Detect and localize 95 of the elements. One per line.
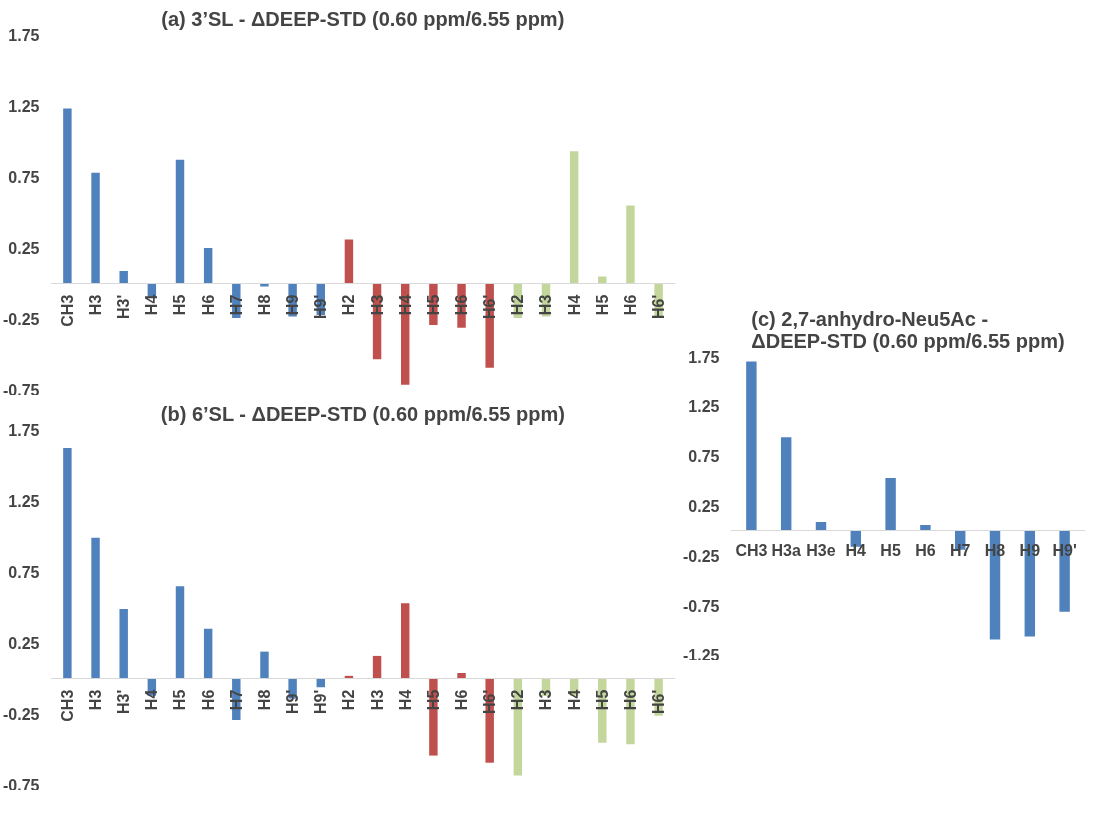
x-tick-label: H5 bbox=[880, 541, 901, 559]
x-tick-label: H4 bbox=[565, 294, 583, 316]
x-tick-label: H3 bbox=[87, 294, 105, 316]
bar bbox=[260, 651, 269, 679]
x-tick-label: H6' bbox=[481, 689, 499, 714]
chart-title: (a) 3’SL - ΔDEEP-STD (0.60 ppm/6.55 ppm) bbox=[161, 7, 565, 30]
y-tick-label: -0.75 bbox=[3, 776, 40, 794]
x-tick-label: CH3 bbox=[735, 541, 768, 559]
y-tick-label: 1.25 bbox=[8, 97, 40, 115]
y-tick-label: 0.25 bbox=[8, 240, 40, 258]
y-tick-label: 1.75 bbox=[688, 348, 720, 366]
y-tick-label: 0.25 bbox=[688, 498, 720, 515]
x-tick-label: H3' bbox=[115, 689, 133, 714]
x-tick-label: H3a bbox=[771, 541, 801, 559]
bar bbox=[203, 248, 213, 284]
bar bbox=[175, 586, 185, 679]
x-tick-label: H3' bbox=[115, 294, 133, 319]
y-tick-label: 1.25 bbox=[688, 398, 720, 416]
bar bbox=[63, 108, 72, 284]
y-tick-label: 0.75 bbox=[8, 168, 40, 186]
y-tick-label: 1.25 bbox=[8, 492, 40, 510]
x-tick-label: H6 bbox=[453, 294, 471, 316]
x-tick-label: H5 bbox=[424, 689, 442, 711]
x-tick-label: H5 bbox=[171, 689, 189, 711]
x-tick-label: H5 bbox=[593, 294, 611, 316]
x-tick-label: H2 bbox=[509, 294, 527, 316]
x-tick-label: H3e bbox=[806, 541, 836, 559]
bar bbox=[401, 603, 410, 679]
bar bbox=[260, 283, 269, 287]
x-tick-label: H7 bbox=[227, 689, 245, 711]
bar bbox=[91, 172, 100, 284]
x-tick-label: H3 bbox=[537, 294, 555, 316]
chart-title: (b) 6’SL - ΔDEEP-STD (0.60 ppm/6.55 ppm) bbox=[160, 402, 565, 425]
bar bbox=[598, 276, 607, 284]
y-tick-label: -0.75 bbox=[683, 597, 720, 615]
bar bbox=[780, 437, 792, 531]
x-tick-label: H4 bbox=[143, 689, 161, 711]
bar bbox=[119, 270, 128, 284]
x-tick-label: H6 bbox=[199, 294, 217, 316]
x-tick-label: H9' bbox=[284, 689, 302, 714]
bar bbox=[746, 361, 757, 531]
x-tick-label: H2 bbox=[340, 689, 358, 711]
x-tick-label: H6' bbox=[481, 294, 499, 319]
x-tick-label: H8 bbox=[255, 689, 273, 711]
x-tick-label: H2 bbox=[509, 689, 527, 711]
bar bbox=[344, 239, 354, 284]
x-tick-label: H5 bbox=[171, 294, 189, 316]
x-tick-label: H4 bbox=[845, 541, 867, 559]
bar bbox=[457, 673, 466, 679]
y-tick-label: 1.75 bbox=[8, 26, 40, 44]
x-tick-label: H7 bbox=[949, 541, 971, 559]
bar bbox=[885, 478, 896, 531]
x-tick-label: CH3 bbox=[58, 294, 76, 327]
bar bbox=[569, 151, 579, 284]
x-tick-label: H9' bbox=[312, 689, 330, 714]
y-tick-label: -0.25 bbox=[683, 547, 720, 565]
x-tick-label: H3 bbox=[368, 294, 386, 316]
x-tick-label: H6' bbox=[650, 294, 668, 319]
x-tick-label: H6 bbox=[915, 541, 936, 559]
y-tick-label: 0.75 bbox=[688, 448, 720, 466]
x-tick-label: CH3 bbox=[58, 689, 76, 722]
x-tick-label: H3 bbox=[368, 689, 386, 711]
bar bbox=[626, 205, 635, 284]
x-tick-label: H4 bbox=[143, 294, 161, 316]
x-tick-label: H6 bbox=[453, 689, 471, 711]
bar bbox=[175, 159, 185, 284]
x-tick-label: H8 bbox=[255, 294, 273, 316]
bar bbox=[119, 608, 128, 679]
y-tick-label: -1.25 bbox=[683, 646, 720, 664]
x-tick-label: H6 bbox=[621, 294, 639, 316]
x-tick-label: H9 bbox=[284, 294, 302, 316]
x-tick-label: H6 bbox=[621, 689, 639, 711]
x-tick-label: H4 bbox=[396, 294, 414, 316]
bar bbox=[372, 655, 382, 679]
x-tick-label: H3 bbox=[87, 689, 105, 711]
x-tick-label: H5 bbox=[593, 689, 611, 711]
x-tick-label: H6' bbox=[650, 689, 668, 714]
x-tick-label: H9' bbox=[312, 294, 330, 319]
x-tick-label: H6 bbox=[199, 689, 217, 711]
x-tick-label: H3 bbox=[537, 689, 555, 711]
chart-title: (c) 2,7-anhydro-Neu5Ac - ΔDEEP-STD (0.60 ppm/6.55 ppm) bbox=[751, 307, 1065, 352]
bar bbox=[203, 628, 213, 679]
bar bbox=[63, 448, 72, 679]
y-tick-label: -0.25 bbox=[3, 706, 40, 724]
x-tick-label: H4 bbox=[396, 689, 414, 711]
x-tick-label: H5 bbox=[424, 294, 442, 316]
y-tick-label: -0.25 bbox=[3, 311, 40, 329]
y-tick-label: -0.75 bbox=[3, 381, 40, 399]
y-tick-label: 0.75 bbox=[8, 563, 40, 581]
y-tick-label: 1.75 bbox=[8, 421, 40, 439]
x-tick-label: H2 bbox=[340, 294, 358, 316]
x-tick-label: H7 bbox=[227, 294, 245, 316]
y-tick-label: 0.25 bbox=[8, 635, 40, 653]
bar bbox=[91, 537, 100, 679]
x-tick-label: H4 bbox=[565, 689, 583, 711]
